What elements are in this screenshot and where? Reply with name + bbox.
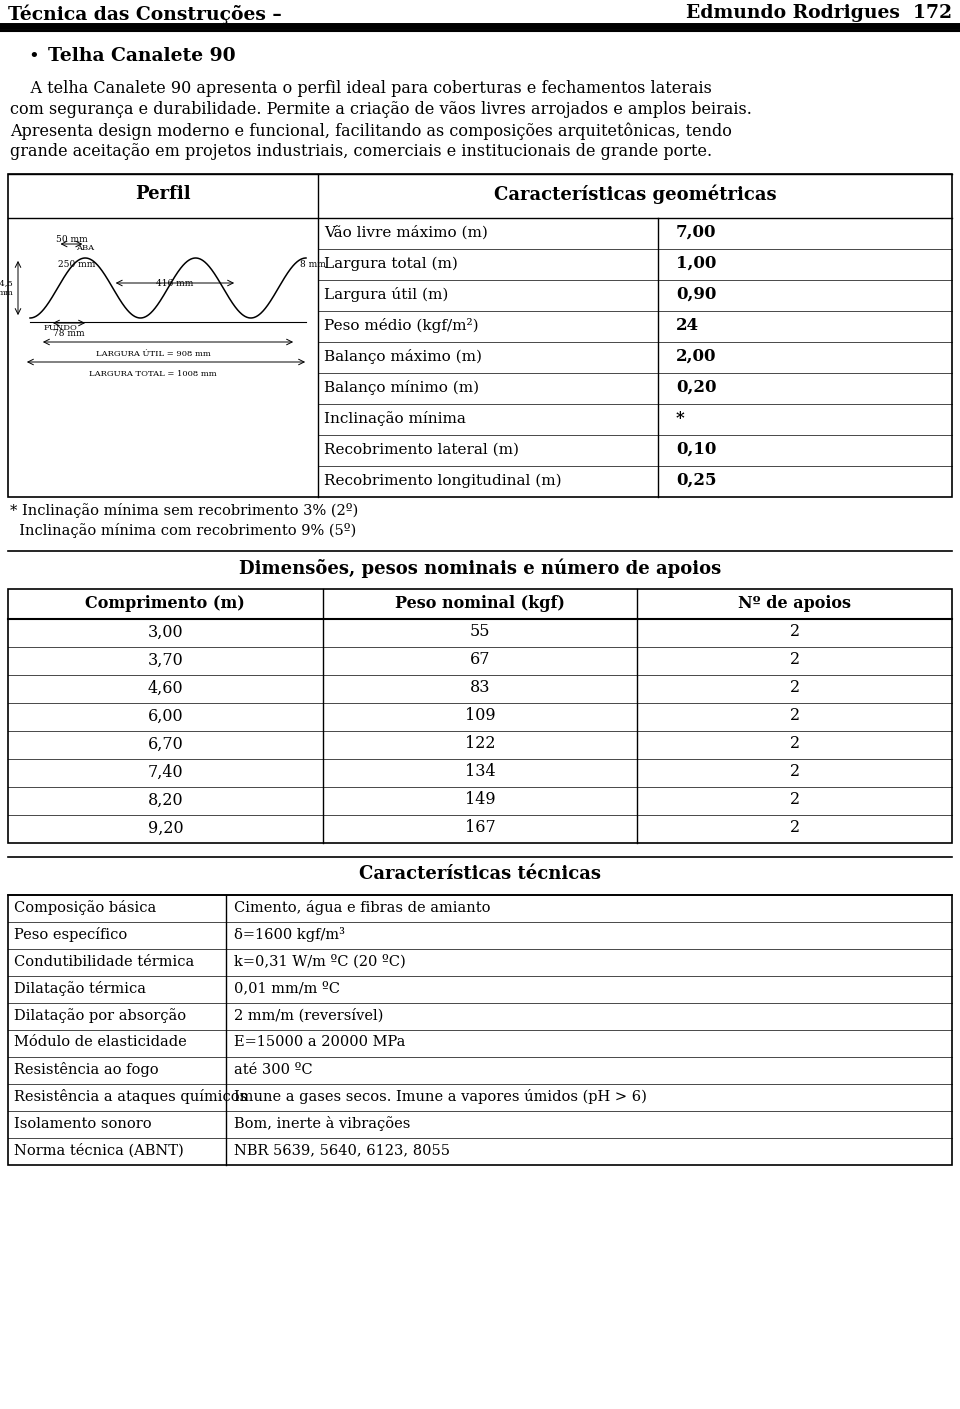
Text: Telha Canalete 90: Telha Canalete 90: [48, 46, 235, 65]
Text: 0,01 mm/m ºC: 0,01 mm/m ºC: [234, 982, 340, 996]
Text: Resistência ao fogo: Resistência ao fogo: [14, 1062, 158, 1076]
Text: Nº de apoios: Nº de apoios: [738, 595, 852, 612]
Text: 149: 149: [465, 792, 495, 809]
Text: Peso específico: Peso específico: [14, 927, 128, 943]
Text: * Inclinação mínima sem recobrimento 3% (2º): * Inclinação mínima sem recobrimento 3% …: [10, 503, 358, 519]
Text: 3,70: 3,70: [148, 651, 183, 668]
Text: Recobrimento longitudinal (m): Recobrimento longitudinal (m): [324, 473, 562, 488]
Text: 2: 2: [790, 624, 800, 641]
Text: •: •: [28, 48, 38, 66]
Text: LARGURA TOTAL = 1008 mm: LARGURA TOTAL = 1008 mm: [89, 371, 217, 378]
Text: Cimento, água e fibras de amianto: Cimento, água e fibras de amianto: [234, 900, 491, 914]
Text: com segurança e durabilidade. Permite a criação de vãos livres arrojados e amplo: com segurança e durabilidade. Permite a …: [10, 101, 752, 118]
Text: 7,40: 7,40: [148, 764, 183, 781]
Text: 55: 55: [469, 624, 491, 641]
Text: Dilatação térmica: Dilatação térmica: [14, 981, 146, 996]
Text: ABA: ABA: [76, 244, 94, 252]
Text: 24: 24: [676, 317, 699, 334]
Bar: [8, 589, 952, 843]
Text: 6,70: 6,70: [148, 735, 183, 752]
Text: 9,20: 9,20: [148, 820, 183, 837]
Text: 67: 67: [469, 651, 491, 668]
Text: Módulo de elasticidade: Módulo de elasticidade: [14, 1036, 187, 1050]
Text: FUNDO: FUNDO: [43, 324, 77, 333]
Text: 8,20: 8,20: [148, 792, 183, 809]
Text: Vão livre máximo (m): Vão livre máximo (m): [324, 225, 488, 240]
Text: Balanço máximo (m): Balanço máximo (m): [324, 349, 482, 364]
Text: Peso nominal (kgf): Peso nominal (kgf): [396, 595, 564, 612]
Text: 64,5
mm: 64,5 mm: [0, 279, 13, 297]
Text: 416 mm: 416 mm: [156, 279, 194, 287]
Text: 2: 2: [790, 651, 800, 668]
Text: 50 mm: 50 mm: [56, 235, 87, 244]
Text: 1,00: 1,00: [676, 255, 716, 272]
Text: Recobrimento lateral (m): Recobrimento lateral (m): [324, 442, 519, 457]
Text: Dilatação por absorção: Dilatação por absorção: [14, 1007, 186, 1023]
Text: 6,00: 6,00: [148, 707, 183, 724]
Text: LARGURA ÚTIL = 908 mm: LARGURA ÚTIL = 908 mm: [96, 349, 210, 358]
Text: δ=1600 kgf/m³: δ=1600 kgf/m³: [234, 927, 345, 943]
Text: 78 mm: 78 mm: [53, 328, 84, 338]
Text: 250 mm: 250 mm: [58, 261, 95, 269]
Text: 122: 122: [465, 735, 495, 752]
Text: Largura total (m): Largura total (m): [324, 256, 458, 271]
Text: *: *: [676, 410, 684, 427]
Text: Resistência a ataques químicos: Resistência a ataques químicos: [14, 1089, 248, 1105]
Text: 0,25: 0,25: [676, 472, 716, 489]
Text: Condutibilidade térmica: Condutibilidade térmica: [14, 954, 194, 968]
Text: NBR 5639, 5640, 6123, 8055: NBR 5639, 5640, 6123, 8055: [234, 1144, 450, 1158]
Text: 7,00: 7,00: [676, 224, 716, 241]
Text: 2: 2: [790, 735, 800, 752]
Text: E=15000 a 20000 MPa: E=15000 a 20000 MPa: [234, 1036, 405, 1050]
Text: Bom, inerte à vibrações: Bom, inerte à vibrações: [234, 1116, 410, 1131]
Text: Inclinação mínima: Inclinação mínima: [324, 411, 466, 426]
Text: 2: 2: [790, 707, 800, 724]
Text: 2,00: 2,00: [676, 348, 716, 365]
Text: grande aceitação em projetos industriais, comerciais e institucionais de grande : grande aceitação em projetos industriais…: [10, 142, 712, 161]
Text: Edmundo Rodrigues  172: Edmundo Rodrigues 172: [686, 4, 952, 23]
Text: Perfil: Perfil: [135, 185, 191, 203]
Text: 2: 2: [790, 820, 800, 837]
Text: 2 mm/m (reversível): 2 mm/m (reversível): [234, 1009, 383, 1023]
Text: 0,20: 0,20: [676, 379, 716, 396]
Text: Características geométricas: Características geométricas: [493, 185, 777, 204]
Text: 0,90: 0,90: [676, 286, 716, 303]
Text: 2: 2: [790, 764, 800, 781]
Text: k=0,31 W/m ºC (20 ºC): k=0,31 W/m ºC (20 ºC): [234, 954, 406, 968]
Text: Apresenta design moderno e funcional, facilitando as composições arquitetônicas,: Apresenta design moderno e funcional, fa…: [10, 123, 732, 139]
Bar: [8, 173, 952, 497]
Text: Inclinação mínima com recobrimento 9% (5º): Inclinação mínima com recobrimento 9% (5…: [10, 523, 356, 538]
Text: Características técnicas: Características técnicas: [359, 865, 601, 883]
Text: 167: 167: [465, 820, 495, 837]
Bar: [8, 895, 952, 1165]
Text: até 300 ºC: até 300 ºC: [234, 1062, 313, 1076]
Text: 2: 2: [790, 679, 800, 696]
Text: Comprimento (m): Comprimento (m): [85, 595, 245, 612]
Text: A telha Canalete 90 apresenta o perfil ideal para coberturas e fechamentos later: A telha Canalete 90 apresenta o perfil i…: [10, 80, 712, 97]
Text: Composição básica: Composição básica: [14, 900, 156, 914]
Text: Dimensões, pesos nominais e número de apoios: Dimensões, pesos nominais e número de ap…: [239, 559, 721, 579]
Text: Peso médio (kgf/m²): Peso médio (kgf/m²): [324, 318, 479, 333]
Text: 3,00: 3,00: [148, 624, 183, 641]
Text: 0,10: 0,10: [676, 441, 716, 458]
Text: 8 mm: 8 mm: [300, 261, 325, 269]
Text: 4,60: 4,60: [148, 679, 183, 696]
Text: Isolamento sonoro: Isolamento sonoro: [14, 1116, 152, 1130]
Text: Norma técnica (ABNT): Norma técnica (ABNT): [14, 1143, 183, 1158]
Text: 109: 109: [465, 707, 495, 724]
Text: Imune a gases secos. Imune a vapores úmidos (pH > 6): Imune a gases secos. Imune a vapores úmi…: [234, 1089, 647, 1105]
Text: 2: 2: [790, 792, 800, 809]
Text: Balanço mínimo (m): Balanço mínimo (m): [324, 380, 479, 395]
Text: Largura útil (m): Largura útil (m): [324, 287, 448, 302]
Text: Técnica das Construções –: Técnica das Construções –: [8, 4, 281, 24]
Text: 134: 134: [465, 764, 495, 781]
Text: 83: 83: [469, 679, 491, 696]
